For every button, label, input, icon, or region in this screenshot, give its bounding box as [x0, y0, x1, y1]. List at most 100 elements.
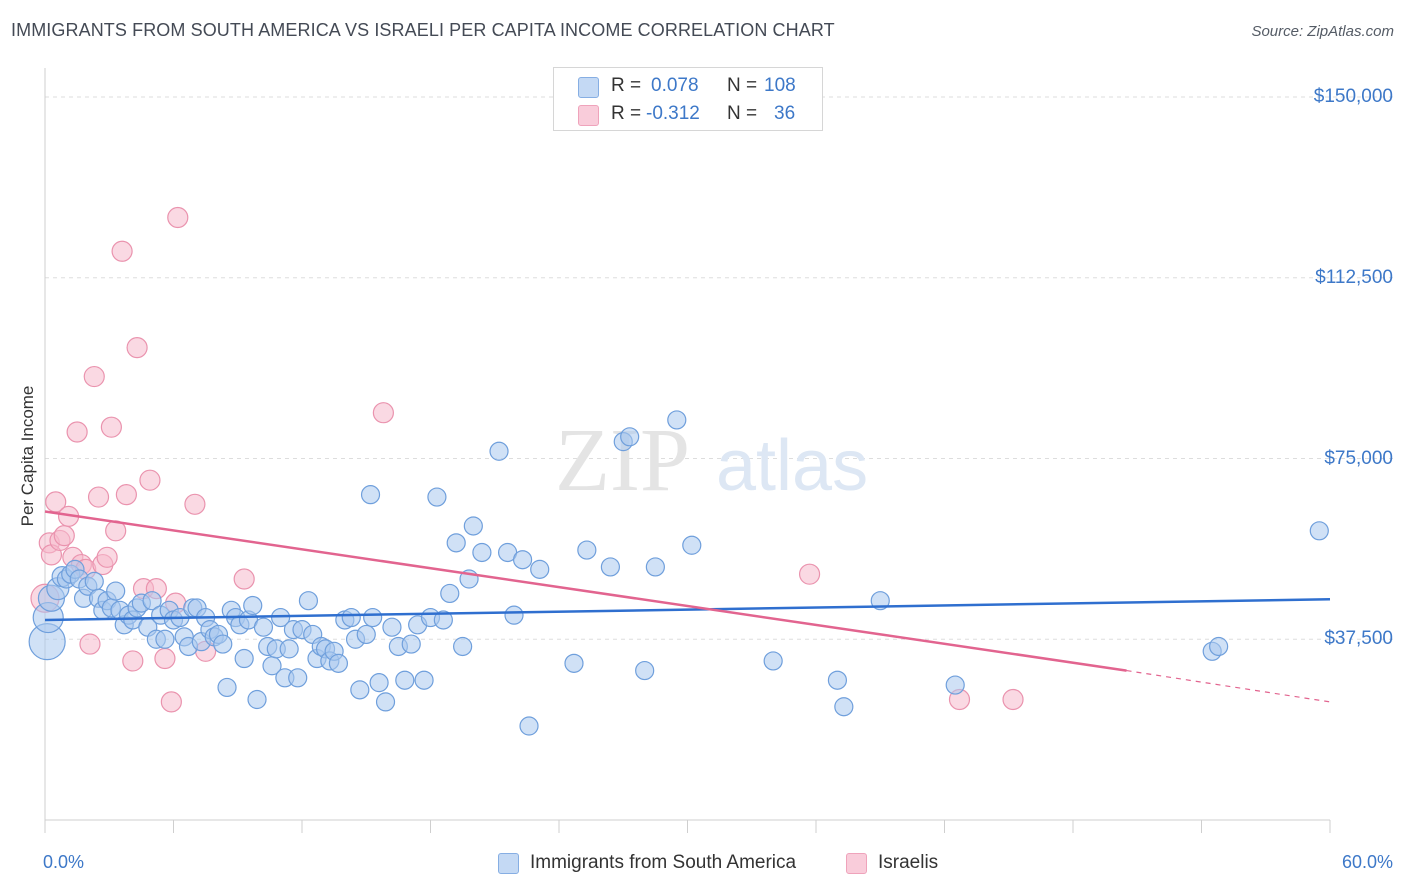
n-label: N = [727, 103, 758, 124]
legend-label: Immigrants from South America [530, 852, 797, 873]
data-point [512, 550, 533, 570]
data-point [433, 610, 453, 630]
data-point [53, 525, 75, 547]
data-point [83, 365, 105, 388]
y-tick-label: $150,000 [1313, 86, 1393, 107]
data-point [184, 493, 206, 515]
data-point [243, 595, 263, 616]
data-point [66, 421, 88, 443]
data-point [167, 206, 189, 229]
data-point [763, 651, 783, 671]
data-point [126, 337, 148, 359]
data-point [827, 670, 848, 690]
y-tick-label: $37,500 [1324, 628, 1393, 650]
trend-line-israelis-extension [1126, 669, 1331, 703]
data-point [577, 540, 597, 560]
data-point [427, 487, 447, 507]
data-point [139, 469, 161, 491]
data-point [401, 634, 421, 654]
trend-line-immigrants [44, 597, 1331, 622]
data-point [100, 416, 122, 438]
trend-lines [44, 510, 1331, 703]
data-point [106, 581, 126, 601]
data-point [798, 563, 821, 585]
data-point [96, 546, 118, 568]
legend-swatch-blue [498, 853, 519, 874]
n-value: 108 [764, 75, 796, 96]
data-point [519, 716, 539, 736]
data-point [682, 535, 702, 555]
data-point [234, 648, 254, 669]
data-point [111, 240, 133, 262]
data-point [600, 557, 621, 577]
data-point [564, 653, 584, 673]
data-point [350, 680, 370, 700]
chart-title: IMMIGRANTS FROM SOUTH AMERICA VS ISRAELI… [11, 20, 835, 40]
r-value: 0.078 [651, 75, 699, 96]
data-point [328, 653, 349, 673]
gridlines [45, 96, 1395, 640]
y-tick-label: $75,000 [1324, 447, 1393, 469]
y-tick-label: $112,500 [1315, 266, 1393, 288]
data-point [635, 660, 655, 681]
n-value: 36 [774, 103, 796, 124]
data-point [122, 650, 144, 672]
data-point [341, 607, 361, 628]
data-point [79, 633, 101, 655]
stats-swatch-blue [578, 77, 599, 98]
axes [44, 68, 1331, 833]
data-point [369, 673, 389, 693]
data-point [1309, 521, 1329, 541]
data-point [530, 559, 550, 579]
stats-row-pink: R = -0.312 N = 36 [554, 101, 822, 129]
data-point [372, 402, 394, 424]
data-point [834, 697, 854, 717]
data-point [84, 571, 104, 592]
watermark-atlas: atlas [716, 426, 868, 506]
data-point [440, 583, 460, 604]
data-point [620, 427, 640, 447]
data-point [667, 410, 687, 430]
data-point [395, 670, 415, 690]
data-point [382, 617, 402, 637]
data-point [155, 629, 175, 649]
data-point [1209, 636, 1229, 657]
data-point [142, 591, 162, 611]
data-point [154, 647, 176, 670]
data-point [645, 557, 665, 577]
data-point [472, 542, 492, 563]
r-label: R = [611, 75, 642, 96]
data-point [945, 675, 965, 695]
data-point [1002, 688, 1024, 711]
data-point [375, 692, 396, 712]
stats-row-blue: R = 0.078 N = 108 [554, 73, 822, 101]
watermark-zip: ZIP [555, 411, 690, 510]
legend-swatch-pink [846, 853, 867, 874]
data-point [279, 639, 299, 659]
legend-label: Israelis [878, 852, 939, 873]
data-point [160, 691, 182, 713]
data-point [87, 486, 110, 508]
data-point [253, 617, 274, 637]
data-point [360, 485, 381, 505]
data-point [504, 605, 524, 625]
source-label: Source: ZipAtlas.com [1251, 23, 1394, 40]
data-point [288, 668, 308, 688]
r-label: R = [611, 103, 642, 124]
data-point [356, 624, 376, 645]
series-immigrants-south-america [28, 410, 1329, 736]
trend-line-israelis [44, 510, 1127, 672]
data-point [463, 516, 483, 536]
x-tick-max: 60.0% [1341, 852, 1393, 872]
watermark: ZIP atlas [555, 411, 868, 510]
data-point [233, 568, 255, 590]
data-point [453, 636, 473, 657]
r-value: -0.312 [646, 103, 700, 124]
stats-swatch-pink [578, 105, 599, 126]
data-point [115, 484, 137, 506]
legend: Immigrants from South America Israelis [0, 850, 1406, 878]
data-point [446, 533, 466, 553]
data-point [414, 670, 434, 690]
data-point [298, 591, 319, 611]
